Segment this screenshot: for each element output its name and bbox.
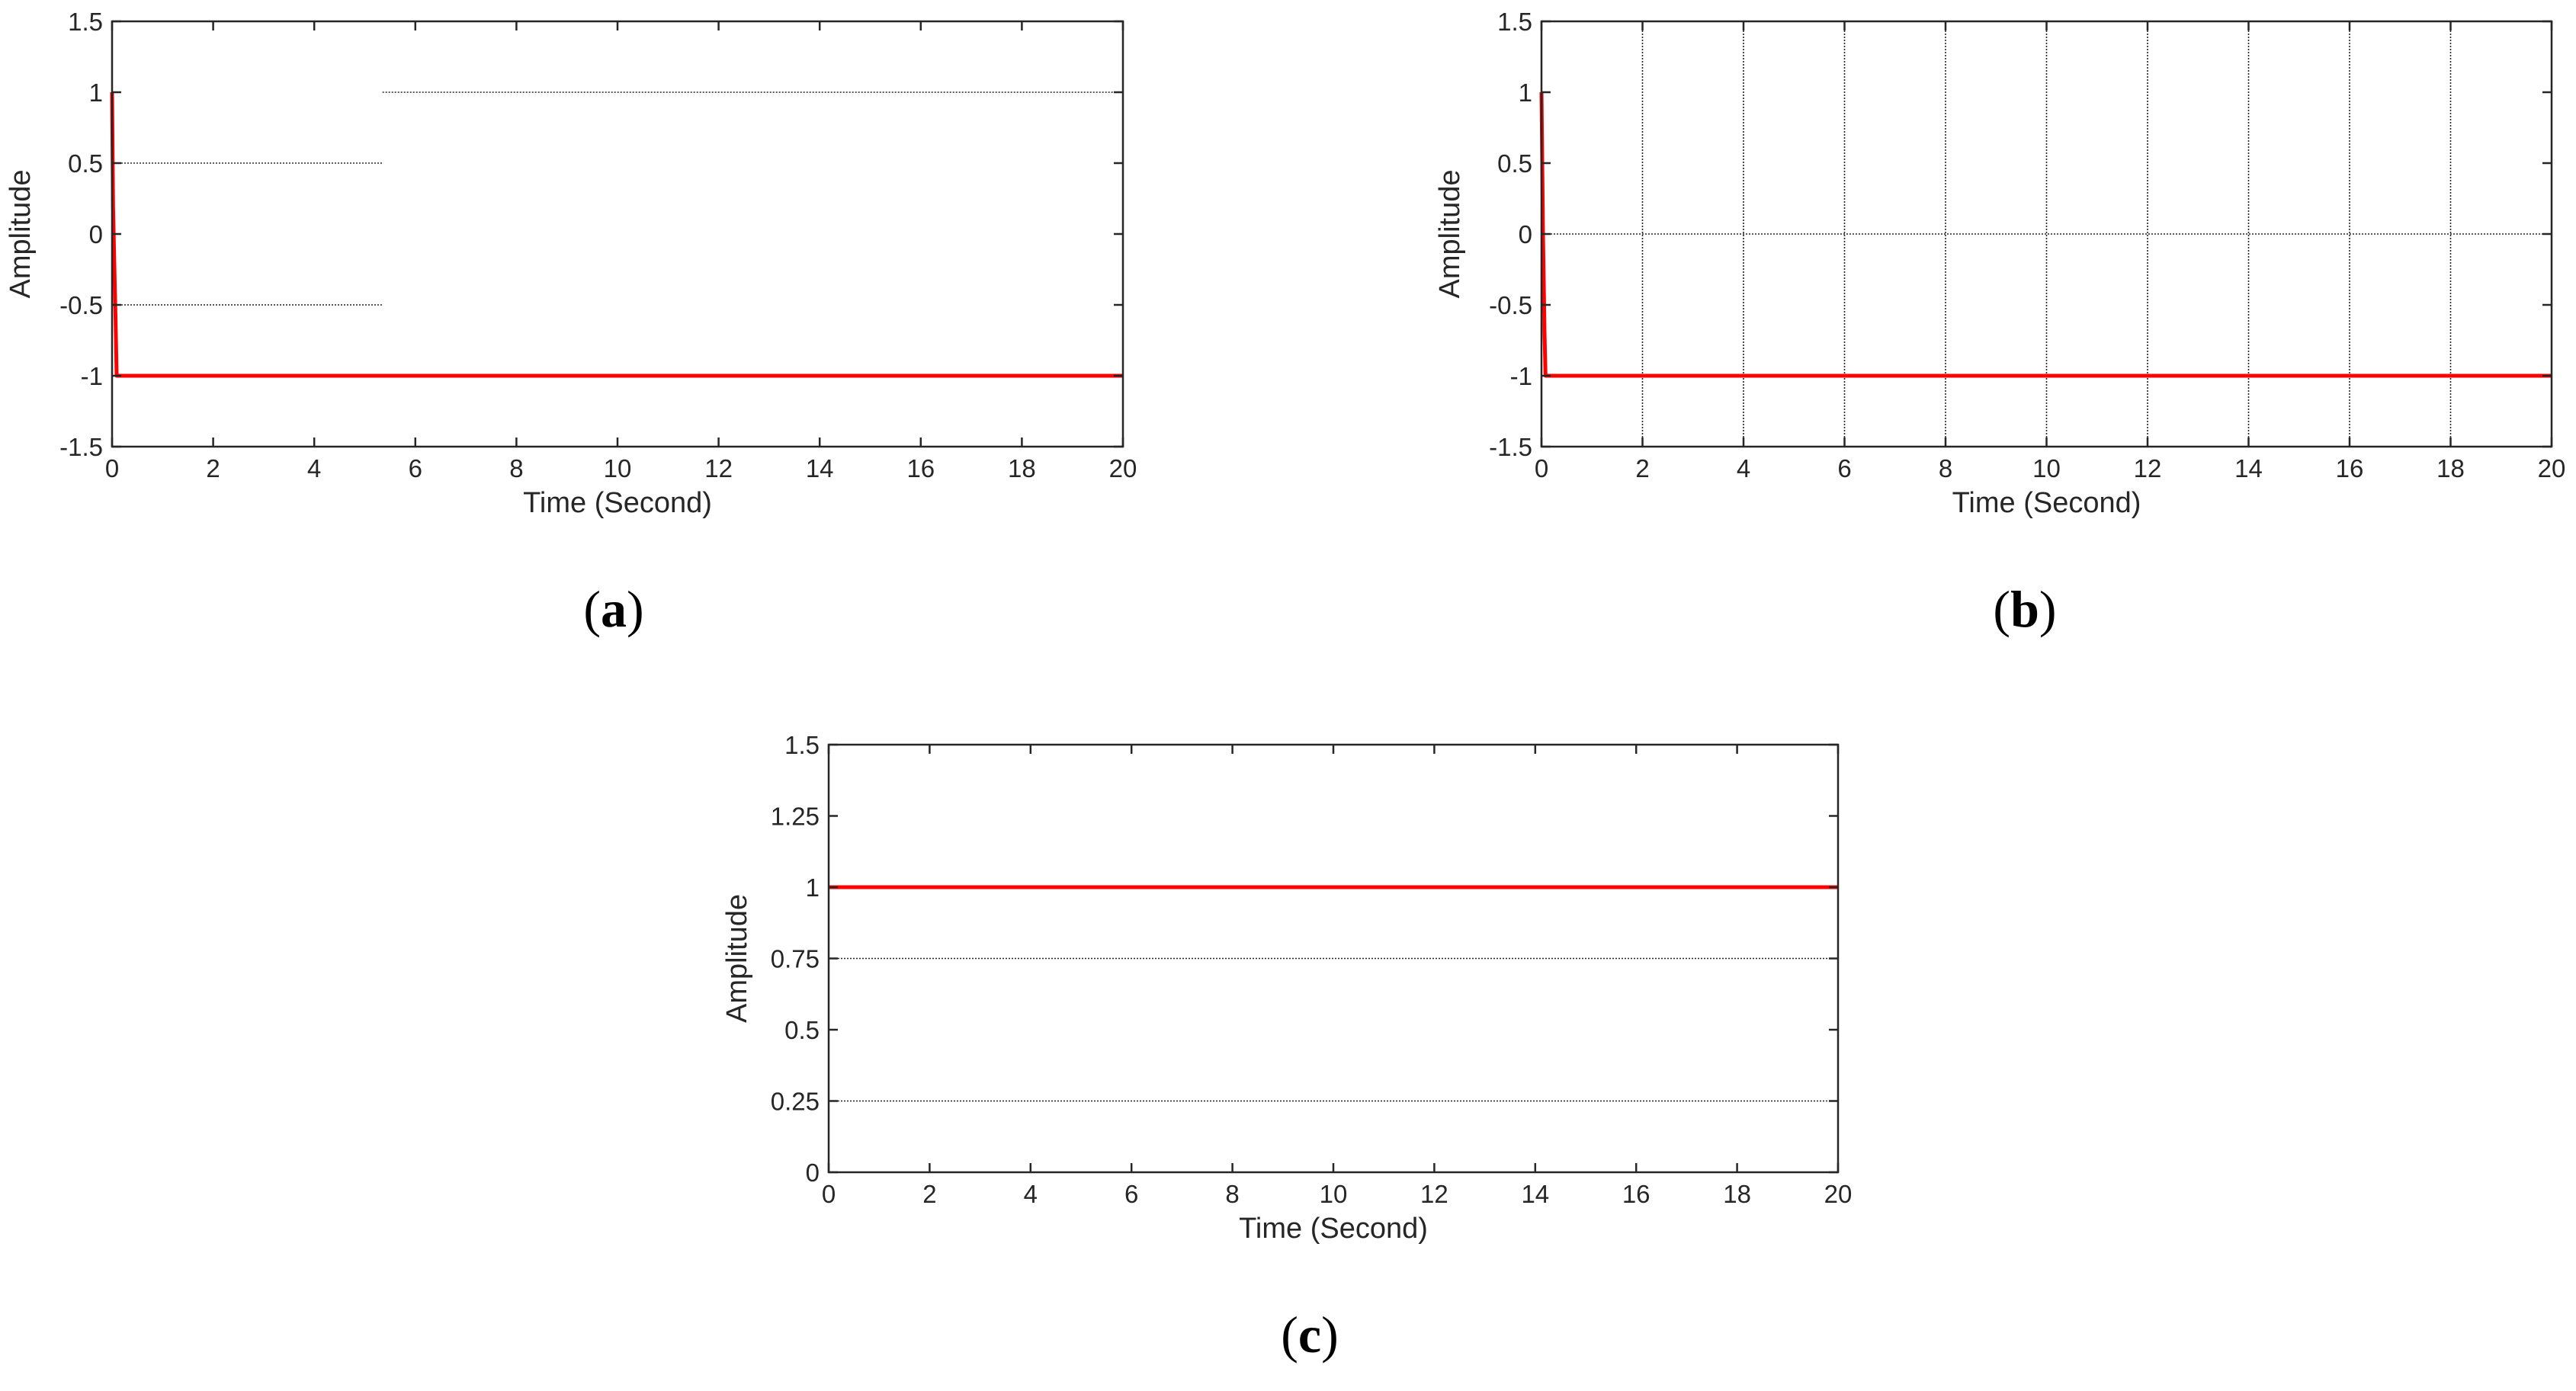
chart-panel-c: 0 2 4 6 8 10 12 14 16 18 20 0 0.25 0.5 0.75 1 1.25 1.5 Tim… xyxy=(721,731,1852,1364)
x-tick-label: 16 xyxy=(906,454,935,482)
x-tick-label: 20 xyxy=(2538,454,2566,482)
plot-frame xyxy=(1540,20,2553,448)
x-axis-label: Time (Second) xyxy=(1239,1213,1428,1245)
x-tick-label: 4 xyxy=(1737,454,1750,482)
plot-frame xyxy=(111,20,1124,448)
x-tick-label: 6 xyxy=(409,454,422,482)
x-tick-label: 20 xyxy=(1824,1180,1853,1208)
y-tick-label: -1 xyxy=(81,362,103,390)
x-tick-label: 4 xyxy=(1024,1180,1038,1208)
y-tick-label: 0 xyxy=(806,1159,820,1187)
y-tick-label: 1.5 xyxy=(68,8,103,36)
x-tick-label: 10 xyxy=(604,454,632,482)
x-tick-label: 10 xyxy=(2032,454,2061,482)
x-tick-label: 8 xyxy=(1225,1180,1239,1208)
y-tick-label: -1.5 xyxy=(59,433,103,461)
y-tick-label: 1.5 xyxy=(784,731,820,759)
x-tick-label: 0 xyxy=(822,1180,836,1208)
panel-caption: (b) xyxy=(1993,580,2056,638)
x-tick-label: 18 xyxy=(1008,454,1036,482)
x-tick-label: 2 xyxy=(1635,454,1649,482)
y-tick-label: 0.25 xyxy=(771,1088,820,1116)
y-tick-label: 0.5 xyxy=(784,1016,820,1044)
y-tick-label: 0 xyxy=(89,220,103,248)
y-tick-label: 0.75 xyxy=(771,945,820,973)
x-tick-label: 12 xyxy=(2134,454,2162,482)
y-tick-label: 0 xyxy=(1519,220,1532,248)
x-tick-label: 10 xyxy=(1320,1180,1348,1208)
chart-panel-b: 0 2 4 6 8 10 12 14 16 18 20 -1.5 -1 -0.5 0 0.5 1 1.5 Time … xyxy=(1434,8,2565,638)
y-axis-label: Amplitude xyxy=(721,894,753,1023)
x-axis-label: Time (Second) xyxy=(1952,487,2141,519)
y-axis-label: Amplitude xyxy=(5,170,37,299)
y-tick-label: 1 xyxy=(806,873,820,902)
series-line xyxy=(1539,91,2552,378)
x-tick-label: 12 xyxy=(704,454,733,482)
x-tick-label: 0 xyxy=(1535,454,1548,482)
x-tick-label: 18 xyxy=(2436,454,2465,482)
x-tick-label: 8 xyxy=(509,454,523,482)
x-tick-label: 14 xyxy=(2234,454,2263,482)
x-tick-label: 18 xyxy=(1723,1180,1751,1208)
y-tick-label: -0.5 xyxy=(1489,291,1532,319)
y-axis-label: Amplitude xyxy=(1434,170,1466,299)
x-tick-label: 2 xyxy=(922,1180,936,1208)
x-tick-label: 16 xyxy=(2336,454,2364,482)
x-axis-label: Time (Second) xyxy=(523,487,712,519)
y-tick-label: -0.5 xyxy=(59,291,103,319)
x-tick-label: 8 xyxy=(1939,454,1952,482)
panel-caption: (a) xyxy=(583,580,643,638)
x-tick-label: 6 xyxy=(1837,454,1851,482)
panel-caption: (c) xyxy=(1281,1306,1339,1364)
x-tick-label: 20 xyxy=(1109,454,1137,482)
x-tick-label: 2 xyxy=(206,454,220,482)
x-tick-label: 16 xyxy=(1622,1180,1651,1208)
y-tick-label: 1 xyxy=(89,79,103,107)
y-tick-label: 0.5 xyxy=(68,149,103,178)
series-line xyxy=(110,91,1123,378)
x-tick-label: 6 xyxy=(1124,1180,1138,1208)
chart-panel-a: 0 2 4 6 8 10 12 14 16 18 20 -1.5 -1 -0.5 0 0.5 1 1.5 Time … xyxy=(5,8,1137,638)
y-tick-label: -1 xyxy=(1510,362,1532,390)
x-tick-label: 12 xyxy=(1420,1180,1448,1208)
y-tick-label: 1.5 xyxy=(1497,8,1532,36)
y-tick-label: 1.25 xyxy=(771,803,820,831)
y-tick-label: -1.5 xyxy=(1489,433,1532,461)
x-tick-label: 0 xyxy=(105,454,119,482)
x-tick-label: 4 xyxy=(307,454,321,482)
y-tick-label: 0.5 xyxy=(1497,149,1532,178)
x-tick-label: 14 xyxy=(1521,1180,1549,1208)
y-tick-label: 1 xyxy=(1519,79,1532,107)
x-tick-label: 14 xyxy=(806,454,834,482)
